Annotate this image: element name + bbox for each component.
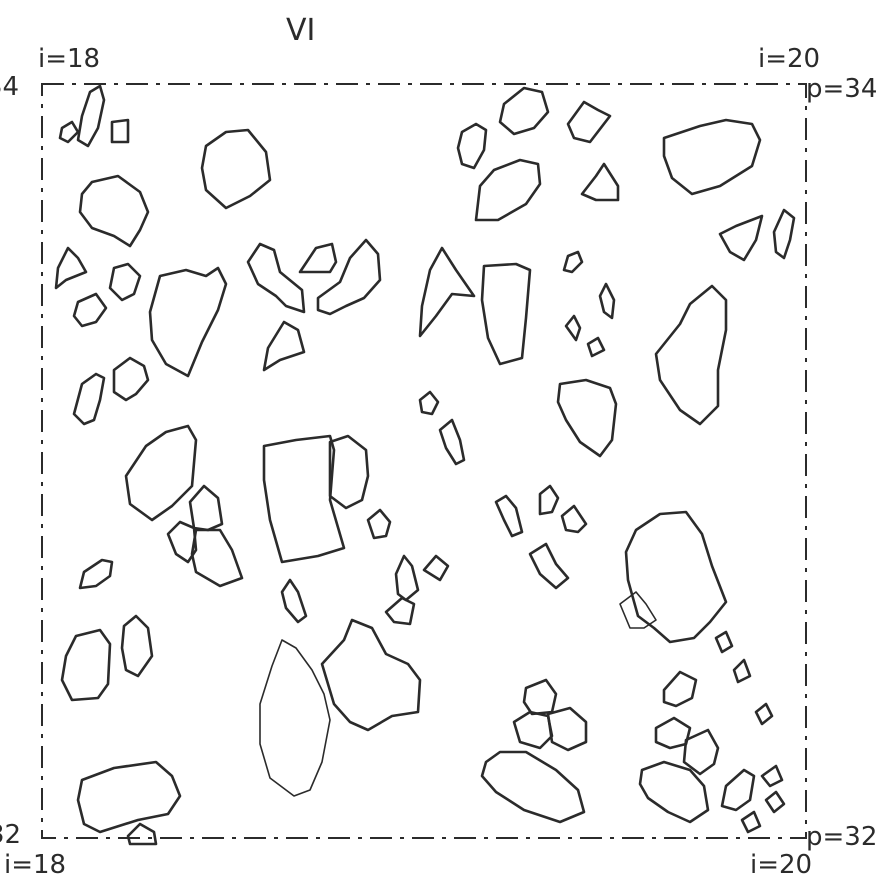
stone [126,822,158,846]
plan-title: VI [286,13,316,48]
stone [72,292,108,328]
stone [166,520,198,564]
stone [624,510,728,644]
stone [474,158,542,222]
stone [764,790,786,814]
stone [714,630,734,654]
label-bottom-left-p: 32 [0,820,22,850]
grid-frame [41,83,807,839]
label-top-left-i: i=18 [38,44,101,74]
stone [148,266,228,378]
stone [384,596,416,626]
stone [328,434,370,510]
stone [720,768,756,812]
stone [200,128,272,210]
stone [654,284,728,426]
stone [754,702,774,726]
stone [598,282,616,320]
stone [394,554,420,602]
stone [586,336,606,358]
stone [562,250,584,274]
stone [76,84,106,148]
stone [566,100,612,144]
stone [366,508,392,540]
stone [316,238,382,316]
stone [528,542,570,590]
stone [60,628,112,702]
stone [580,162,620,202]
stone [682,728,720,776]
label-bottom-left-i: i=18 [4,850,67,880]
stone [512,710,554,750]
stone [246,242,306,314]
stone [418,246,476,338]
stone [718,214,764,262]
stone [112,356,150,402]
stone [72,372,106,426]
stone [480,262,532,366]
stone [124,424,198,522]
label-top-right-i: i=20 [758,44,821,74]
stone [538,484,560,516]
stone [498,86,550,136]
label-bottom-right-i: i=20 [750,850,813,880]
stone [262,320,306,372]
stone [280,578,308,624]
stone [108,262,142,302]
stone [418,390,440,416]
stone [422,554,450,582]
stone [298,242,338,274]
stone [560,504,588,534]
stone [54,246,88,290]
stone [480,750,586,824]
stone [740,810,762,834]
stone [188,484,224,532]
stone [456,122,488,170]
stone [58,120,80,144]
label-top-left-p: 34 [0,72,20,102]
stone [78,558,114,590]
label-top-right-p: p=34 [806,74,878,104]
stone [619,591,657,629]
stone [259,639,331,797]
stone [760,764,784,788]
stone [546,706,588,752]
stone [76,760,182,834]
stone [564,314,582,342]
stone [120,614,154,678]
stone [638,760,710,824]
stone [190,528,244,588]
stone [494,494,524,538]
stone [262,434,346,564]
stone [110,118,130,144]
stone [438,418,466,466]
label-bottom-right-p: p=32 [806,822,878,852]
stone [556,378,618,458]
stone [320,618,422,732]
stone [662,118,762,196]
stone [732,658,752,684]
stone [662,670,698,708]
stone [78,174,150,248]
stone [522,678,558,716]
stone [772,208,796,260]
